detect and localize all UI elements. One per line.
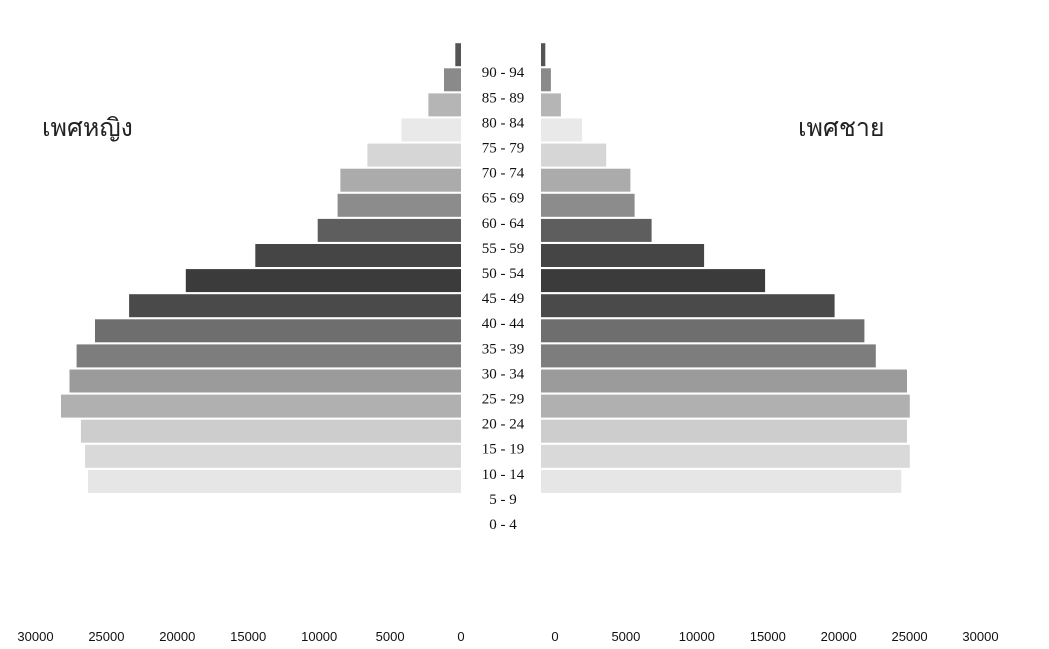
age-group-labels: 0 - 4 5 - 9 10 - 14 15 - 19 20 - 24 25 - 29 30… <box>482 65 525 533</box>
female-bars <box>61 43 462 493</box>
age-label-75-79: 75 - 79 <box>482 141 525 157</box>
female-bar-25-29 <box>69 369 461 393</box>
x-tick-left-30000: 30000 <box>17 629 53 644</box>
male-bar-50-54 <box>541 244 705 267</box>
age-label-80-84: 80 - 84 <box>482 115 525 131</box>
x-tick-right-25000: 25000 <box>892 629 928 644</box>
age-label-85-89: 85 - 89 <box>482 90 525 106</box>
male-bar-85-89 <box>541 68 551 92</box>
age-label-25-29: 25 - 29 <box>482 392 525 408</box>
female-bar-40-44 <box>129 294 461 318</box>
age-label-35-39: 35 - 39 <box>482 341 525 357</box>
male-bar-75-79 <box>541 118 583 142</box>
female-bar-65-69 <box>340 168 461 192</box>
female-bar-20-24 <box>61 394 461 418</box>
age-label-70-74: 70 - 74 <box>482 166 525 182</box>
male-bar-20-24 <box>541 394 910 418</box>
male-bar-65-69 <box>541 168 631 192</box>
x-tick-right-10000: 10000 <box>679 629 715 644</box>
age-label-10-14: 10 - 14 <box>482 467 525 483</box>
male-bar-60-64 <box>541 193 635 217</box>
female-bar-5-9 <box>88 469 461 493</box>
female-bar-30-34 <box>76 344 461 368</box>
male-side-label: เพศชาย <box>798 113 885 142</box>
female-bar-55-59 <box>317 218 461 242</box>
age-label-50-54: 50 - 54 <box>482 266 525 282</box>
female-bar-45-49 <box>185 269 462 293</box>
x-tick-right-5000: 5000 <box>611 629 640 644</box>
x-tick-left-25000: 25000 <box>88 629 124 644</box>
age-label-65-69: 65 - 69 <box>482 191 525 207</box>
female-bar-15-19 <box>80 419 462 443</box>
age-label-5-9: 5 - 9 <box>489 492 517 508</box>
female-bar-75-79 <box>401 118 461 142</box>
male-bar-35-39 <box>541 319 865 343</box>
male-bar-55-59 <box>541 218 652 242</box>
right-x-axis-ticks: 0 5000 10000 15000 20000 25000 30000 <box>551 629 998 644</box>
age-label-30-34: 30 - 34 <box>482 366 525 382</box>
female-bar-35-39 <box>95 319 461 343</box>
female-side-label: เพศหญิง <box>42 113 133 142</box>
female-bar-90-94 <box>455 43 461 67</box>
x-tick-left-20000: 20000 <box>159 629 195 644</box>
male-bar-10-14 <box>541 444 910 468</box>
female-bar-70-74 <box>367 143 461 167</box>
male-bar-90-94 <box>541 43 546 67</box>
age-label-55-59: 55 - 59 <box>482 241 525 257</box>
x-tick-left-0: 0 <box>457 629 464 644</box>
age-label-40-44: 40 - 44 <box>482 316 525 332</box>
male-bar-5-9 <box>541 469 902 493</box>
male-bar-15-19 <box>541 419 907 443</box>
male-bar-40-44 <box>541 294 835 318</box>
male-bar-80-84 <box>541 93 561 117</box>
female-bar-80-84 <box>428 93 461 117</box>
x-tick-left-15000: 15000 <box>230 629 266 644</box>
male-bars <box>541 43 910 493</box>
male-bar-30-34 <box>541 344 876 368</box>
x-tick-left-5000: 5000 <box>376 629 405 644</box>
x-tick-right-15000: 15000 <box>750 629 786 644</box>
female-bar-10-14 <box>85 444 461 468</box>
age-label-20-24: 20 - 24 <box>482 417 525 433</box>
age-label-15-19: 15 - 19 <box>482 442 525 458</box>
age-label-90-94: 90 - 94 <box>482 65 525 81</box>
left-x-axis-ticks: 30000 25000 20000 15000 10000 5000 0 <box>17 629 464 644</box>
age-label-0-4: 0 - 4 <box>489 517 517 533</box>
female-bar-85-89 <box>444 68 461 92</box>
male-bar-25-29 <box>541 369 907 393</box>
age-label-45-49: 45 - 49 <box>482 291 525 307</box>
female-bar-60-64 <box>337 193 461 217</box>
male-bar-70-74 <box>541 143 607 167</box>
female-bar-50-54 <box>255 244 461 267</box>
x-tick-left-10000: 10000 <box>301 629 337 644</box>
x-tick-right-30000: 30000 <box>962 629 998 644</box>
x-tick-right-0: 0 <box>551 629 558 644</box>
x-tick-right-20000: 20000 <box>821 629 857 644</box>
age-label-60-64: 60 - 64 <box>482 216 525 232</box>
male-bar-45-49 <box>541 269 766 293</box>
